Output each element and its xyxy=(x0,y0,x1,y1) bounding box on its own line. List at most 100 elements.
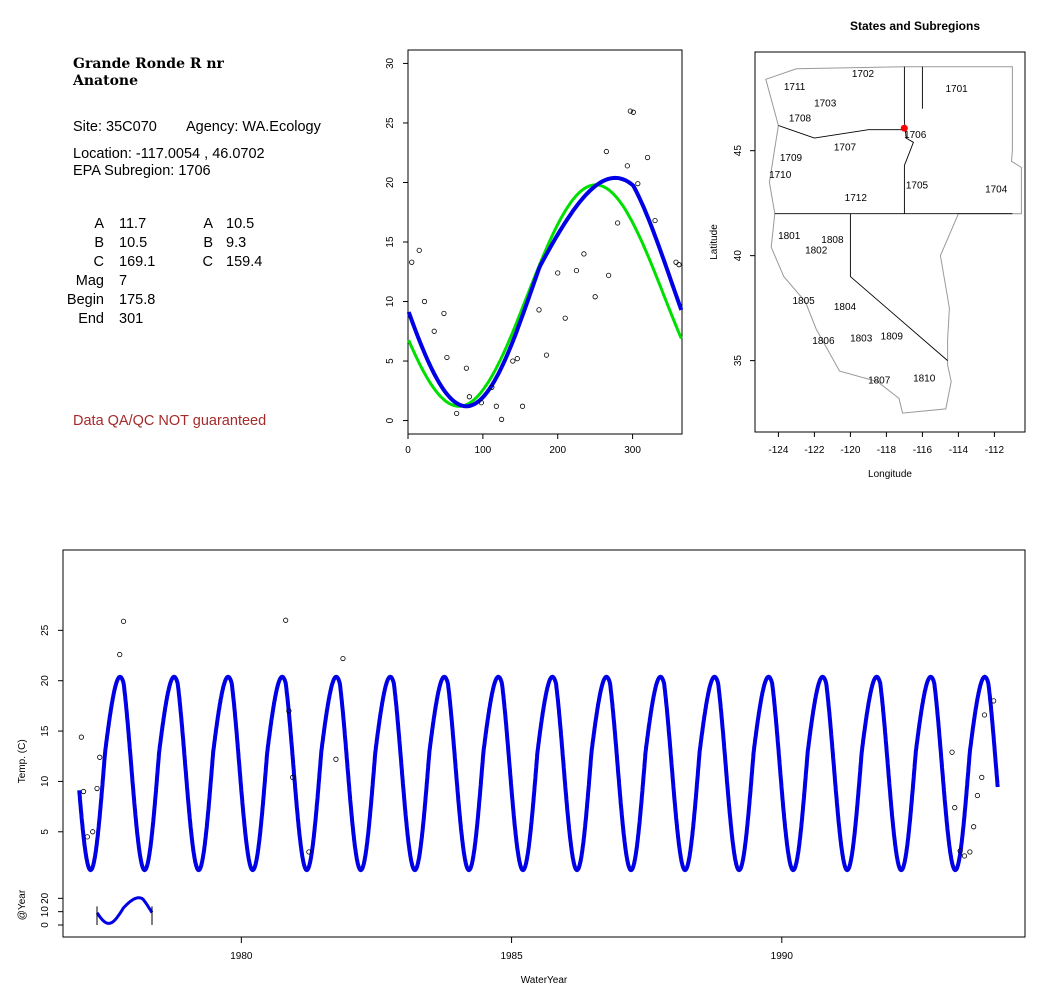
data-point xyxy=(652,217,658,224)
subregion-label: 1809 xyxy=(881,332,904,343)
agency: Agency: WA.Ecology xyxy=(186,119,321,135)
param-left-value: 11.7 xyxy=(119,216,147,232)
param-left-label: Begin xyxy=(66,292,104,308)
data-point xyxy=(306,849,312,855)
y-tick-label: 15 xyxy=(385,236,396,248)
data-point xyxy=(463,365,469,371)
data-point xyxy=(283,617,289,623)
data-point xyxy=(84,834,90,840)
subregion-label: 1712 xyxy=(845,193,868,204)
data-point xyxy=(979,774,985,780)
inset-curve xyxy=(95,896,154,925)
param-left-value: 175.8 xyxy=(119,292,156,308)
data-point xyxy=(290,774,296,780)
data-point xyxy=(519,403,526,409)
x-tick-label: 100 xyxy=(475,445,492,456)
state-boundary xyxy=(903,66,914,214)
y-tick-label: 20 xyxy=(385,176,396,188)
data-point xyxy=(606,272,612,278)
data-point xyxy=(981,712,988,718)
subregion-label: 1709 xyxy=(780,153,803,164)
data-point xyxy=(421,298,428,305)
y-tick-label: 10 xyxy=(385,296,396,308)
subregion-label: 1803 xyxy=(850,334,873,345)
location: Location: -117.0054 , 46.0702 xyxy=(73,146,265,162)
y-tick-label: 25 xyxy=(385,117,396,129)
subregion-label: 1808 xyxy=(821,235,844,246)
y-tick-label: 5 xyxy=(385,358,396,364)
param-left-label: B xyxy=(94,235,104,251)
data-point xyxy=(441,310,447,317)
data-point xyxy=(120,618,127,624)
inset-y-tick-label: 20 xyxy=(40,892,51,904)
x-tick-label: -120 xyxy=(840,445,860,456)
data-point xyxy=(573,267,580,274)
data-point xyxy=(562,315,568,321)
data-point xyxy=(957,848,963,854)
param-left-value: 169.1 xyxy=(119,254,156,270)
subregion-label: 1704 xyxy=(985,185,1008,196)
x-tick-label: -122 xyxy=(804,445,824,456)
data-point xyxy=(581,251,587,257)
map-frame xyxy=(754,51,1026,433)
subregion-label: 1801 xyxy=(778,231,801,242)
y-axis-label: Latitude xyxy=(709,224,720,260)
data-point xyxy=(974,792,981,799)
subregion-label: 1804 xyxy=(834,302,857,313)
data-point xyxy=(635,181,641,187)
data-point xyxy=(967,849,973,855)
subregion-label: 1701 xyxy=(945,84,968,95)
data-point xyxy=(409,259,415,265)
qa-warning: Data QA/QC NOT guaranteed xyxy=(73,413,267,429)
subregion-label: 1802 xyxy=(805,246,828,257)
data-point xyxy=(949,749,955,755)
y-tick-label: 40 xyxy=(733,250,744,262)
data-point xyxy=(603,148,609,155)
subregion-label: 1711 xyxy=(784,82,806,93)
data-point xyxy=(536,307,542,313)
inset-y-axis-label: @Year xyxy=(17,889,28,920)
param-right-label: A xyxy=(203,216,213,232)
data-point xyxy=(78,734,84,740)
subregion-label: 1810 xyxy=(913,374,936,385)
param-right-label: B xyxy=(203,235,213,251)
param-left-label: End xyxy=(78,311,104,327)
data-point xyxy=(94,785,100,792)
param-left-label: Mag xyxy=(75,273,104,289)
temperature-model-line xyxy=(77,674,1000,873)
x-tick-label: -112 xyxy=(985,445,1005,456)
subregion-label: 1702 xyxy=(852,69,875,80)
data-point xyxy=(489,384,495,390)
fit-curve-blue xyxy=(406,175,684,409)
x-axis-label: WaterYear xyxy=(521,975,568,986)
data-point xyxy=(971,824,977,830)
site-id: Site: 35C070 xyxy=(73,119,157,135)
data-point xyxy=(673,259,679,265)
data-point xyxy=(454,410,460,417)
site-marker xyxy=(900,124,908,132)
data-point xyxy=(514,356,520,362)
param-left-label: C xyxy=(93,254,104,270)
data-point xyxy=(416,247,422,253)
data-point xyxy=(340,655,346,662)
param-left-label: A xyxy=(94,216,104,232)
data-point xyxy=(615,220,621,226)
param-left-value: 301 xyxy=(119,311,144,327)
x-tick-label: 0 xyxy=(405,445,411,456)
param-left-value: 7 xyxy=(119,273,128,289)
subregion-label: 1806 xyxy=(812,336,835,347)
data-point xyxy=(478,400,484,406)
data-point xyxy=(431,328,437,334)
y-tick-label: 35 xyxy=(733,355,744,367)
x-tick-label: 1980 xyxy=(230,951,253,962)
param-right-value: 159.4 xyxy=(226,254,263,270)
data-point xyxy=(286,708,292,714)
x-tick-label: 1985 xyxy=(500,951,523,962)
data-point xyxy=(952,805,958,811)
x-tick-label: -114 xyxy=(949,445,969,456)
data-point xyxy=(80,788,87,795)
data-point xyxy=(991,698,997,704)
subregion-label: 1705 xyxy=(906,180,929,191)
site-title-line-1: Grande Ronde R nr xyxy=(73,56,224,72)
data-point xyxy=(592,294,598,300)
